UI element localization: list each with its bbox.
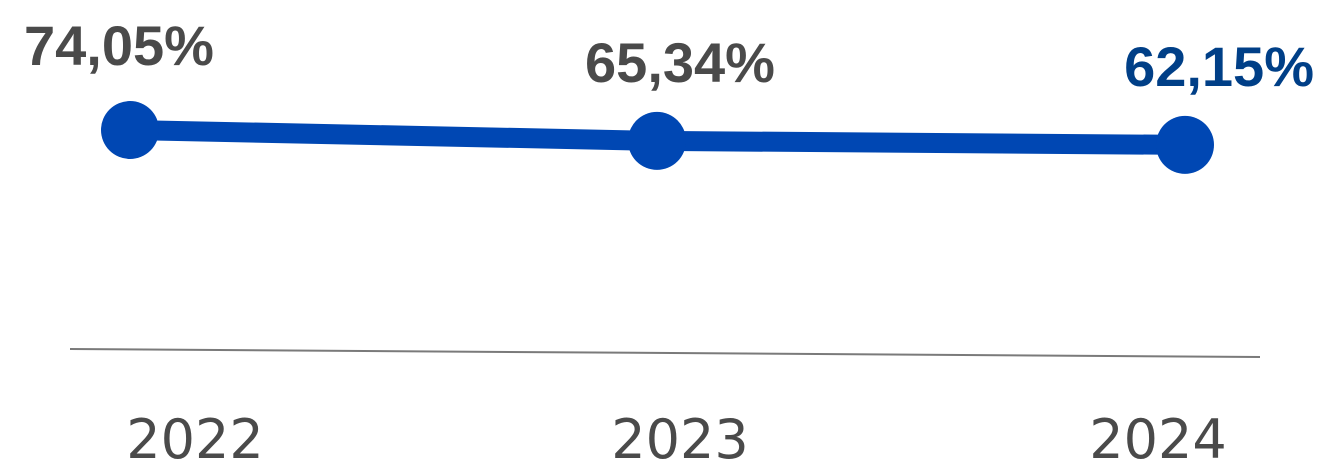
data-label-2023: 65,34% bbox=[585, 31, 775, 94]
x-axis-baseline bbox=[69, 348, 1261, 358]
x-tick-label-2022: 2022 bbox=[126, 408, 263, 464]
x-tick-label-2023: 2023 bbox=[611, 408, 748, 464]
data-point-2022 bbox=[101, 101, 159, 159]
data-point-2024 bbox=[1156, 115, 1214, 174]
x-tick-layer: 2022 2023 2024 bbox=[126, 408, 1226, 464]
data-label-2024: 62,15% bbox=[1124, 35, 1314, 98]
series-layer bbox=[101, 101, 1214, 174]
x-tick-label-2024: 2024 bbox=[1089, 408, 1226, 464]
label-layer: 74,05% 65,34% 62,15% bbox=[24, 14, 1314, 98]
data-point-2023 bbox=[628, 111, 686, 170]
data-label-2022: 74,05% bbox=[24, 14, 214, 77]
